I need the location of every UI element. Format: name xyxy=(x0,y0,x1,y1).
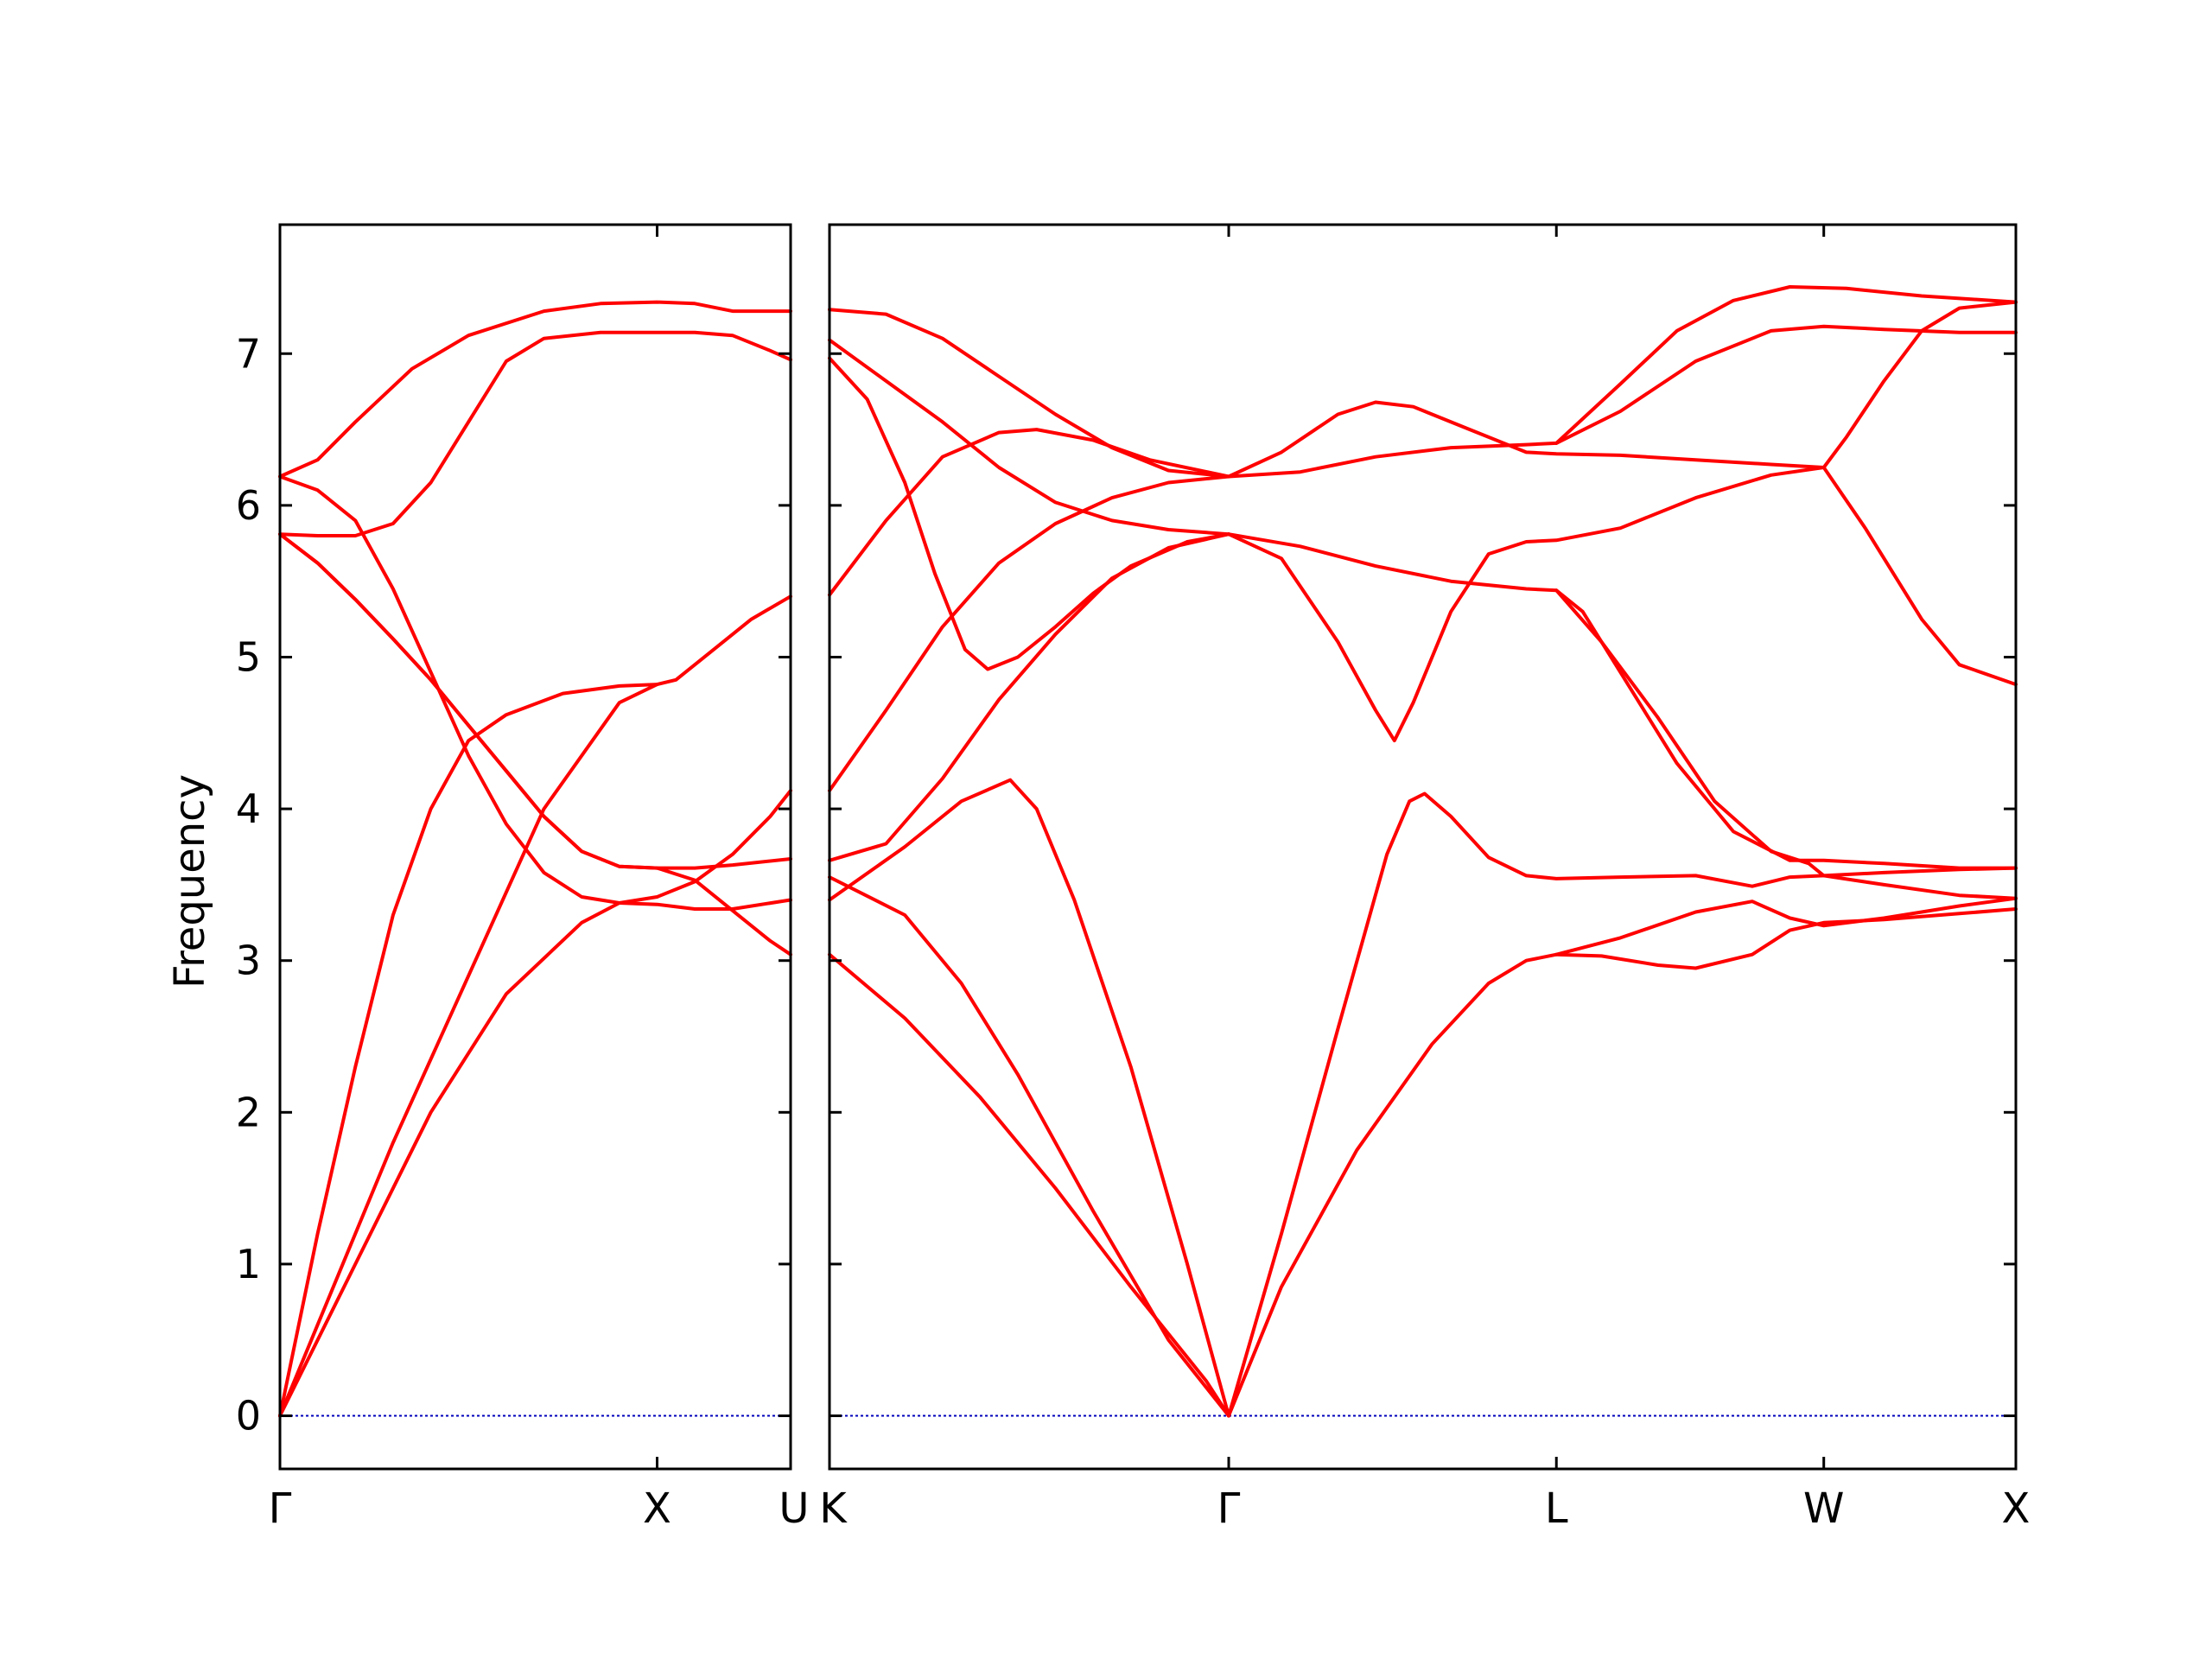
band-line-5 xyxy=(828,474,1230,792)
band-line-16 xyxy=(1554,285,2018,445)
panel-frame xyxy=(278,223,792,1471)
y-tick-label: 5 xyxy=(236,633,261,680)
band-line-1 xyxy=(278,594,792,1418)
band-line-2 xyxy=(278,683,659,1418)
band-line-7 xyxy=(278,789,792,1418)
band-line-11 xyxy=(1227,791,2018,1418)
band-line-2 xyxy=(828,875,1230,1418)
band-line-8 xyxy=(828,356,1230,671)
band-line-7 xyxy=(828,338,1230,537)
y-tick-label: 2 xyxy=(236,1089,261,1135)
band-line-8 xyxy=(278,532,792,957)
band-line-12 xyxy=(1227,300,2018,743)
band-line-5 xyxy=(278,474,792,911)
band-line-9 xyxy=(828,308,1230,479)
panels-layer: 0 1 2 3 4 5 6 7 Γ X U K Γ L W X xyxy=(236,223,2031,1533)
band-line-6 xyxy=(828,428,1230,597)
y-tick-label: 3 xyxy=(236,938,261,984)
band-line-10 xyxy=(1227,907,2018,1418)
x-tick-label: K xyxy=(819,1484,848,1533)
x-tick-label: U xyxy=(779,1484,809,1533)
x-tick-label: X xyxy=(2002,1484,2031,1533)
y-tick-label: 7 xyxy=(236,330,261,377)
panel-1: 0 1 2 3 4 5 6 7 Γ X U xyxy=(236,223,810,1533)
band-line-18 xyxy=(1554,896,2018,957)
band-line-6 xyxy=(278,532,792,870)
y-tick-label: 0 xyxy=(236,1393,261,1440)
band-line-3 xyxy=(278,330,792,537)
x-tick-label: X xyxy=(643,1484,671,1533)
y-tick-label: 4 xyxy=(236,785,261,832)
x-tick-label: Γ xyxy=(269,1484,292,1533)
band-line-3 xyxy=(828,778,1230,1418)
y-tick-label: 1 xyxy=(236,1241,261,1287)
panel-frame xyxy=(828,223,2018,1471)
band-line-17 xyxy=(1554,588,2018,900)
band-line-4 xyxy=(278,300,792,479)
band-line-1 xyxy=(828,952,1230,1418)
band-line-13 xyxy=(1227,532,2018,870)
band-line-15 xyxy=(1227,400,2018,687)
band-line-4 xyxy=(828,532,1230,862)
band-line-14 xyxy=(1227,324,2018,479)
y-tick-label: 6 xyxy=(236,482,261,529)
y-axis-label: Frequency xyxy=(166,774,214,988)
x-tick-label: W xyxy=(1803,1484,1844,1533)
x-tick-label: L xyxy=(1545,1484,1568,1533)
x-tick-label: Γ xyxy=(1217,1484,1241,1533)
